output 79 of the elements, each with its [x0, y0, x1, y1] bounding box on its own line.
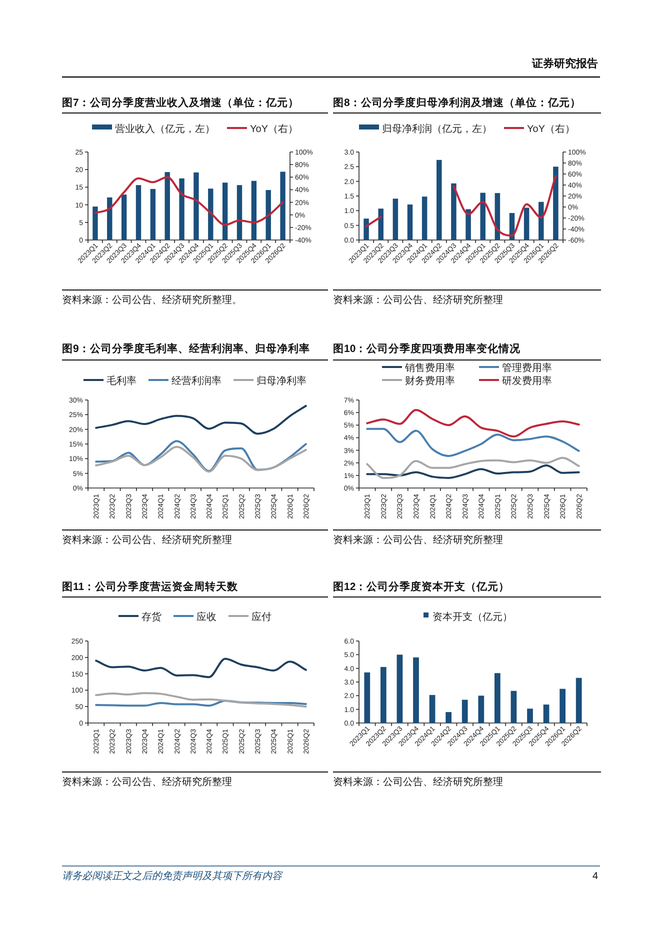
text: 资料来源：公司公告、经济研究所整理: [333, 776, 503, 788]
text: 资料来源：公司公告、经济研究所整理: [333, 534, 503, 546]
bar: [396, 654, 403, 723]
legend-label: 经营利润率: [172, 375, 222, 387]
bar: [266, 190, 271, 240]
chart-title: 图11：公司分季度营运资金周转天数: [62, 580, 240, 593]
bar: [92, 206, 98, 240]
bar: [392, 198, 398, 240]
chart-title: 图10：公司分季度四项费用率变化情况: [333, 342, 522, 355]
chart-title: 图8：公司分季度归母净利润及增速（单位：亿元）: [333, 96, 581, 109]
text: 资料来源：公司公告、经济研究所整理: [62, 776, 232, 788]
bar: [208, 188, 214, 240]
legend-label: 资本开支（亿元）: [432, 611, 512, 623]
line-series: [95, 658, 307, 678]
bar: [121, 194, 127, 240]
bar: [494, 673, 500, 723]
bar: [538, 202, 544, 240]
bar: [222, 182, 228, 240]
bar: [422, 196, 428, 240]
bar: [524, 208, 530, 240]
bar: [194, 172, 199, 240]
legend-label: 毛利率: [106, 375, 136, 387]
legend-label: 存货: [142, 611, 162, 623]
bar: [451, 183, 456, 240]
line-series: [366, 456, 580, 479]
legend-label: 应付: [252, 611, 272, 623]
text: 请务必阅读正文之后的免责声明及其项下所有内容: [62, 870, 283, 882]
legend-label: 归母净利润（亿元，左）: [382, 123, 492, 135]
bar: [150, 188, 156, 240]
bar: [251, 180, 257, 240]
bar: [107, 197, 112, 240]
bar: [136, 185, 142, 240]
line-series: [366, 464, 580, 479]
legend-label: 归母净利率: [256, 375, 306, 387]
chart-title: 图12：公司分季度资本开支（亿元）: [333, 580, 510, 593]
bar: [527, 708, 533, 723]
bar: [380, 666, 386, 723]
text: 4: [592, 871, 598, 882]
legend-label: 研发费用率: [502, 375, 552, 387]
text: 资料来源：公司公告、经济研究所整理: [62, 534, 232, 546]
text: 证券研究报告: [531, 57, 598, 70]
bar: [280, 172, 286, 240]
line-series: [94, 176, 284, 226]
line-series: [95, 692, 307, 708]
legend-label: 管理费用率: [502, 362, 552, 374]
bar: [466, 209, 471, 240]
legend-label: YoY（右）: [527, 124, 575, 135]
bar: [364, 672, 370, 723]
bar: [543, 704, 550, 723]
bar: [236, 185, 242, 240]
legend-label: 营业收入（亿元，左）: [115, 123, 216, 135]
bar: [553, 166, 558, 240]
bar: [480, 192, 486, 240]
bar: [560, 688, 566, 723]
legend-label: 应收: [196, 611, 216, 623]
line-series: [95, 446, 307, 473]
line-series: [366, 428, 580, 457]
line-series: [366, 409, 580, 438]
bar: [462, 700, 468, 723]
line-series: [95, 440, 307, 472]
text: 资料来源：公司公告、经济研究所整理: [333, 294, 503, 306]
bar: [429, 694, 436, 723]
legend-label: 财务费用率: [405, 375, 455, 387]
bar: [407, 204, 413, 240]
text: 资料来源：公司公告、经济研究所整理。: [62, 294, 242, 306]
bar: [510, 690, 517, 723]
legend-label: YoY（右）: [250, 124, 298, 135]
bar: [179, 178, 184, 240]
chart-title: 图9：公司分季度毛利率、经营利润率、归母净利率: [62, 342, 310, 355]
bar: [413, 657, 419, 723]
bar: [378, 208, 384, 240]
chart-title: 图7：公司分季度营业收入及增速（单位：亿元）: [62, 96, 299, 109]
bar: [576, 678, 582, 723]
bar: [446, 712, 452, 723]
bar: [478, 696, 484, 723]
legend-label: 销售费用率: [404, 362, 455, 374]
bar: [164, 172, 170, 240]
bar: [436, 160, 442, 240]
line-series: [95, 404, 307, 435]
